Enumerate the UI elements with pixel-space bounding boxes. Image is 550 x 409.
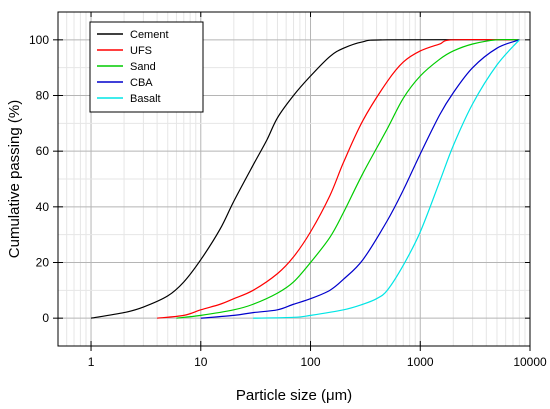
series-lines	[90, 38, 520, 319]
y-tick-label: 0	[42, 311, 49, 325]
legend-label-basalt: Basalt	[130, 93, 161, 105]
y-tick-label: 80	[36, 89, 50, 103]
legend-label-cement: Cement	[130, 29, 169, 41]
axis-ticks: 1 10 100 1000 10000 0 20 40 60 80 100	[29, 12, 547, 369]
series-line-ufs	[157, 38, 520, 319]
y-tick-label: 60	[36, 144, 50, 158]
x-tick-label: 100	[301, 355, 321, 369]
legend-label-sand: Sand	[130, 61, 156, 73]
legend-label-cba: CBA	[130, 77, 153, 89]
x-tick-label: 10000	[513, 355, 547, 369]
x-axis-label: Particle size (μm)	[236, 387, 352, 404]
y-axis-label: Cumulative passing (%)	[6, 100, 23, 258]
legend-box	[89, 21, 204, 113]
series-line-cba	[200, 39, 520, 319]
y-tick-label: 100	[29, 33, 49, 47]
plot-area-frame	[57, 11, 531, 347]
series-line-basalt	[253, 39, 520, 319]
series-line-sand	[176, 38, 520, 319]
legend-label-ufs: UFS	[130, 45, 152, 57]
x-tick-label: 1	[88, 355, 95, 369]
y-tick-label: 20	[36, 256, 50, 270]
y-tick-label: 40	[36, 200, 50, 214]
legend: Cement UFS Sand CBA Basalt	[89, 21, 204, 113]
x-tick-label: 1000	[407, 355, 434, 369]
x-tick-label: 10	[194, 355, 208, 369]
series-line-cement	[90, 39, 520, 319]
